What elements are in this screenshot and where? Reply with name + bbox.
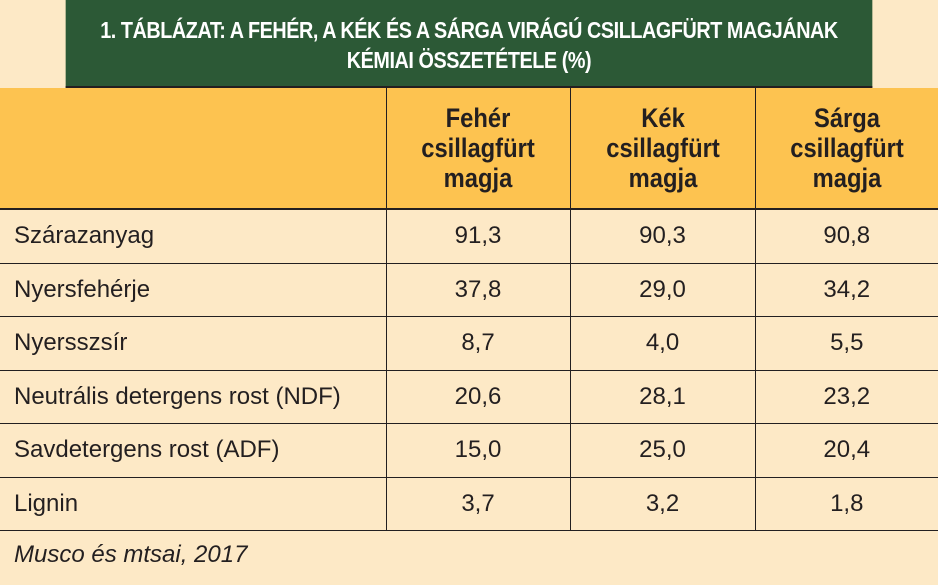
column-header-kek: Kék csillagfürt magja: [569, 88, 755, 210]
column-header-feher: Fehér csillagfürt magja: [385, 88, 570, 210]
table-cell: 25,0: [569, 423, 755, 478]
row-label: Lignin: [0, 477, 386, 531]
table-title-line2: KÉMIAI ÖSSZETÉTELE (%): [346, 47, 592, 73]
table-cell: 3,2: [569, 477, 755, 531]
table-row: Nyersszsír 8,7 4,0 5,5: [0, 316, 938, 371]
table-cell: 1,8: [754, 477, 938, 531]
table-cell: 29,0: [569, 263, 755, 317]
row-label: Nyersszsír: [0, 316, 386, 371]
table-row: Savdetergens rost (ADF) 15,0 25,0 20,4: [0, 423, 938, 478]
table-row: Szárazanyag 91,3 90,3 90,8: [0, 209, 938, 264]
row-label: Neutrális detergens rost (NDF): [0, 370, 386, 424]
table-cell: 4,0: [569, 316, 755, 371]
table-cell: 23,2: [754, 370, 938, 424]
row-label: Szárazanyag: [0, 209, 386, 264]
row-label: Savdetergens rost (ADF): [0, 423, 386, 478]
source-note: Musco és mtsai, 2017: [14, 541, 248, 568]
table-cell: 90,8: [754, 209, 938, 264]
table-title-line1: 1. TÁBLÁZAT: A FEHÉR, A KÉK ÉS A SÁRGA V…: [100, 17, 838, 43]
table-title: 1. TÁBLÁZAT: A FEHÉR, A KÉK ÉS A SÁRGA V…: [65, 0, 873, 88]
table-cell: 34,2: [754, 263, 938, 317]
table-cell: 20,6: [385, 370, 570, 424]
table-row: Neutrális detergens rost (NDF) 20,6 28,1 23…: [0, 370, 938, 424]
table-row: Nyersfehérje 37,8 29,0 34,2: [0, 263, 938, 317]
row-label: Nyersfehérje: [0, 263, 386, 317]
column-header-empty: [0, 88, 386, 210]
table-cell: 3,7: [385, 477, 570, 531]
composition-table: Fehér csillagfürt magja Kék csillagfürt …: [0, 88, 938, 531]
table-cell: 91,3: [385, 209, 570, 264]
column-header-sarga: Sárga csillagfürt magja: [754, 88, 938, 210]
table-cell: 8,7: [385, 316, 570, 371]
table-cell: 28,1: [569, 370, 755, 424]
header-row: Fehér csillagfürt magja Kék csillagfürt …: [0, 88, 938, 210]
table-row: Lignin 3,7 3,2 1,8: [0, 477, 938, 531]
table-cell: 37,8: [385, 263, 570, 317]
table-cell: 15,0: [385, 423, 570, 478]
table-cell: 20,4: [754, 423, 938, 478]
table-cell: 90,3: [569, 209, 755, 264]
table-cell: 5,5: [754, 316, 938, 371]
